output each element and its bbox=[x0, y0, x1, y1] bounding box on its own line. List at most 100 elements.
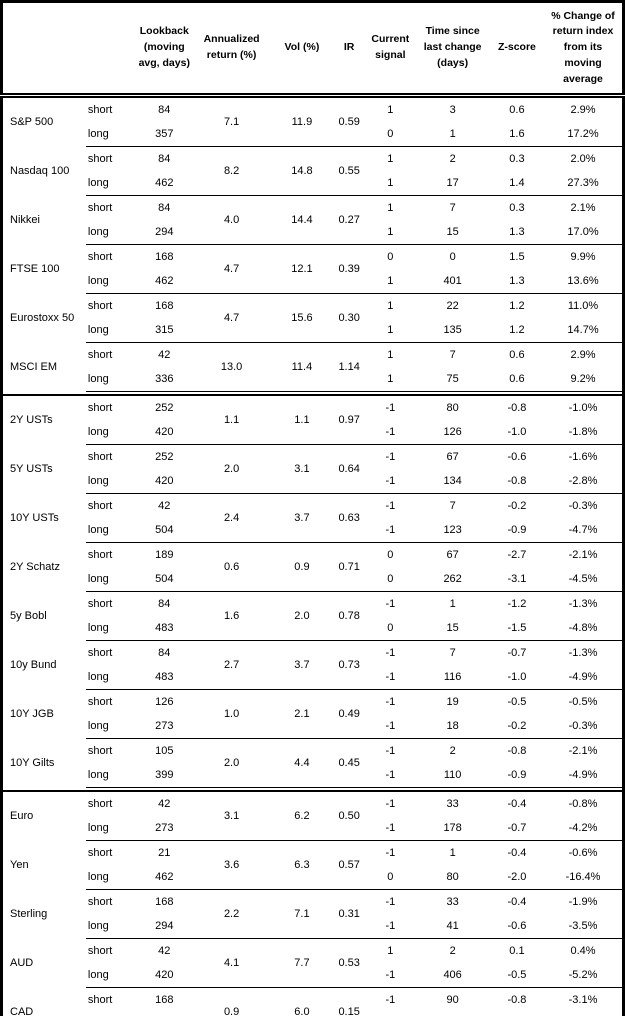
lookback-short-value: 84 bbox=[136, 95, 193, 122]
z-score-long-value: 1.3 bbox=[489, 269, 545, 294]
asset-name: CAD bbox=[1, 987, 86, 1016]
ir-value: 0.59 bbox=[333, 95, 366, 147]
time-since-change-short-value: 0 bbox=[415, 244, 490, 269]
time-since-change-short-value: 19 bbox=[415, 689, 490, 714]
asset-name: Euro bbox=[1, 791, 86, 841]
time-since-change-long-value: 496 bbox=[415, 1012, 490, 1016]
lookback-long-value: 504 bbox=[136, 1012, 193, 1016]
current-signal-long-value: 1 bbox=[365, 220, 416, 245]
pct-change-short-value: 9.9% bbox=[544, 244, 624, 269]
asset-short-row: FTSE 100 short 168 4.7 12.1 0.39 0 0 1.5… bbox=[1, 244, 624, 294]
asset-short-row: 5Y USTs short 252 2.0 3.1 0.64 -1 67 -0.… bbox=[1, 444, 624, 494]
asset-short-row: Nikkei short 84 4.0 14.4 0.27 1 7 0.3 2.… bbox=[1, 195, 624, 245]
leg-label-short: short bbox=[85, 493, 137, 518]
leg-label-long: long bbox=[85, 420, 137, 445]
lookback-short-value: 42 bbox=[136, 791, 193, 816]
vol-value: 14.8 bbox=[270, 146, 334, 196]
time-since-change-long-value: 75 bbox=[415, 367, 490, 392]
lookback-long-value: 294 bbox=[136, 220, 193, 245]
current-signal-short-value: 1 bbox=[365, 938, 416, 963]
ir-value: 0.45 bbox=[333, 738, 366, 788]
pct-change-long-value: -7.1% bbox=[544, 1012, 624, 1016]
time-since-change-short-value: 2 bbox=[415, 738, 490, 763]
current-signal-short-value: -1 bbox=[365, 689, 416, 714]
asset-short-row: 10Y USTs short 42 2.4 3.7 0.63 -1 7 -0.2… bbox=[1, 493, 624, 543]
pct-change-long-value: -1.8% bbox=[544, 420, 624, 445]
leg-label-short: short bbox=[85, 95, 137, 122]
current-signal-long-value: 1 bbox=[365, 367, 416, 392]
pct-change-short-value: -0.6% bbox=[544, 840, 624, 865]
time-since-change-short-value: 7 bbox=[415, 342, 490, 367]
z-score-long-value: -0.2 bbox=[489, 714, 545, 739]
asset-name: Eurostoxx 50 bbox=[1, 293, 86, 343]
asset-short-row: CAD short 168 0.9 6.0 0.15 -1 90 -0.8 -3… bbox=[1, 987, 624, 1016]
leg-label-long: long bbox=[85, 318, 137, 343]
current-signal-short-value: -1 bbox=[365, 444, 416, 469]
asset-short-row: Euro short 42 3.1 6.2 0.50 -1 33 -0.4 -0… bbox=[1, 791, 624, 841]
vol-value: 2.1 bbox=[270, 689, 334, 739]
annualized-return-value: 4.7 bbox=[192, 293, 271, 343]
leg-label-short: short bbox=[85, 791, 137, 816]
vol-value: 3.7 bbox=[270, 493, 334, 543]
time-since-change-long-value: 134 bbox=[415, 469, 490, 494]
section-divider bbox=[1, 787, 624, 792]
vol-value: 12.1 bbox=[270, 244, 334, 294]
time-since-change-short-value: 67 bbox=[415, 542, 490, 567]
lookback-short-value: 21 bbox=[136, 840, 193, 865]
ir-value: 0.55 bbox=[333, 146, 366, 196]
asset-long-row: long 399 -1 110 -0.9 -4.9% bbox=[2, 763, 624, 788]
annualized-return-value: 2.0 bbox=[192, 738, 271, 788]
table-header: Lookback (moving avg, days) Annualized r… bbox=[1, 1, 624, 98]
current-signal-short-value: 1 bbox=[365, 146, 416, 171]
asset-short-row: 2Y Schatz short 189 0.6 0.9 0.71 0 67 -2… bbox=[1, 542, 624, 592]
vol-value: 1.1 bbox=[270, 395, 334, 445]
asset-name: Nikkei bbox=[1, 195, 86, 245]
header-vol: Vol (%) bbox=[270, 1, 334, 98]
pct-change-short-value: 2.1% bbox=[544, 195, 624, 220]
asset-short-row: S&P 500 short 84 7.1 11.9 0.59 1 3 0.6 2… bbox=[1, 95, 624, 147]
ir-value: 0.63 bbox=[333, 493, 366, 543]
lookback-short-value: 84 bbox=[136, 591, 193, 616]
time-since-change-short-value: 7 bbox=[415, 640, 490, 665]
leg-label-short: short bbox=[85, 244, 137, 269]
current-signal-short-value: -1 bbox=[365, 987, 416, 1012]
vol-value: 11.9 bbox=[270, 95, 334, 147]
pct-change-long-value: -4.7% bbox=[544, 518, 624, 543]
pct-change-short-value: -0.8% bbox=[544, 791, 624, 816]
vol-value: 6.3 bbox=[270, 840, 334, 890]
lookback-long-value: 462 bbox=[136, 865, 193, 890]
ir-value: 1.14 bbox=[333, 342, 366, 392]
header-time-since-last-change: Time since last change (days) bbox=[415, 1, 490, 98]
time-since-change-long-value: 123 bbox=[415, 518, 490, 543]
leg-label-long: long bbox=[85, 865, 137, 890]
z-score-short-value: 0.3 bbox=[489, 146, 545, 171]
z-score-long-value: -0.9 bbox=[489, 763, 545, 788]
asset-short-row: MSCI EM short 42 13.0 11.4 1.14 1 7 0.6 … bbox=[1, 342, 624, 392]
pct-change-long-value: 17.2% bbox=[544, 122, 624, 147]
z-score-long-value: 1.3 bbox=[489, 220, 545, 245]
z-score-short-value: 1.5 bbox=[489, 244, 545, 269]
time-since-change-short-value: 33 bbox=[415, 791, 490, 816]
pct-change-short-value: -1.0% bbox=[544, 395, 624, 420]
pct-change-long-value: -4.9% bbox=[544, 665, 624, 690]
z-score-long-value: 1.4 bbox=[489, 171, 545, 196]
z-score-short-value: -0.8 bbox=[489, 738, 545, 763]
pct-change-short-value: -1.3% bbox=[544, 640, 624, 665]
lookback-long-value: 273 bbox=[136, 816, 193, 841]
vol-value: 6.0 bbox=[270, 987, 334, 1016]
asset-long-row: long 294 -1 41 -0.6 -3.5% bbox=[2, 914, 624, 939]
z-score-short-value: 1.2 bbox=[489, 293, 545, 318]
asset-name: 2Y Schatz bbox=[1, 542, 86, 592]
ir-value: 0.57 bbox=[333, 840, 366, 890]
asset-name: 10Y USTs bbox=[1, 493, 86, 543]
leg-label-short: short bbox=[85, 293, 137, 318]
asset-name: MSCI EM bbox=[1, 342, 86, 392]
asset-long-row: long 294 1 15 1.3 17.0% bbox=[2, 220, 624, 245]
ir-value: 0.31 bbox=[333, 889, 366, 939]
time-since-change-long-value: 18 bbox=[415, 714, 490, 739]
time-since-change-long-value: 116 bbox=[415, 665, 490, 690]
annualized-return-value: 2.2 bbox=[192, 889, 271, 939]
vol-value: 3.1 bbox=[270, 444, 334, 494]
current-signal-long-value: 1 bbox=[365, 318, 416, 343]
